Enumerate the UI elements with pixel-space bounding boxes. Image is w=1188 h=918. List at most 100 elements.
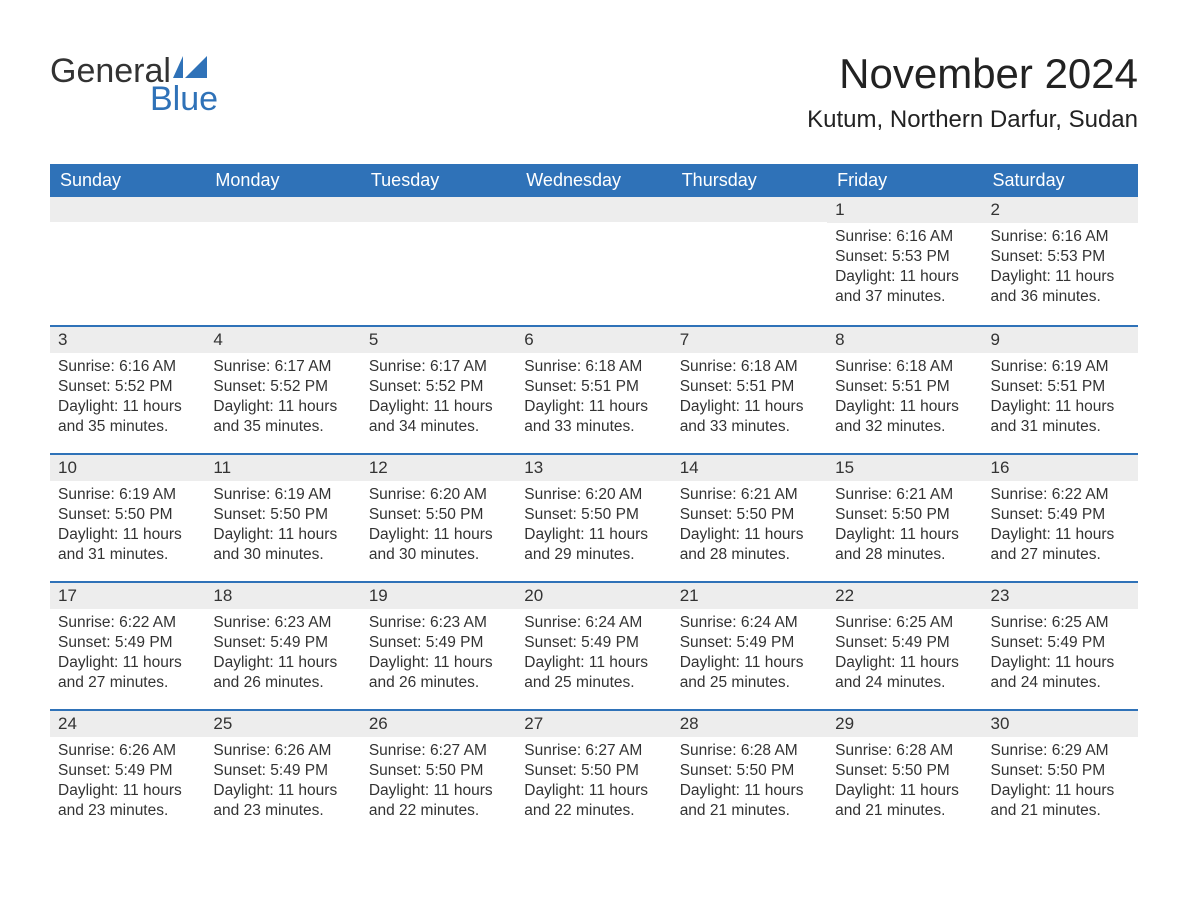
sunset-text: Sunset: 5:49 PM	[680, 633, 819, 653]
day-cell: 29Sunrise: 6:28 AMSunset: 5:50 PMDayligh…	[827, 711, 982, 837]
day-body: Sunrise: 6:24 AMSunset: 5:49 PMDaylight:…	[516, 609, 671, 702]
day-cell: 9Sunrise: 6:19 AMSunset: 5:51 PMDaylight…	[983, 327, 1138, 453]
sunrise-text: Sunrise: 6:19 AM	[213, 485, 352, 505]
daylight-text: Daylight: 11 hours and 25 minutes.	[524, 653, 663, 693]
day-body: Sunrise: 6:16 AMSunset: 5:53 PMDaylight:…	[983, 223, 1138, 316]
sunset-text: Sunset: 5:49 PM	[58, 633, 197, 653]
day-number: 27	[516, 711, 671, 737]
day-number: 5	[361, 327, 516, 353]
day-body: Sunrise: 6:27 AMSunset: 5:50 PMDaylight:…	[361, 737, 516, 830]
sunrise-text: Sunrise: 6:20 AM	[369, 485, 508, 505]
day-cell: 10Sunrise: 6:19 AMSunset: 5:50 PMDayligh…	[50, 455, 205, 581]
daylight-text: Daylight: 11 hours and 37 minutes.	[835, 267, 974, 307]
daylight-text: Daylight: 11 hours and 29 minutes.	[524, 525, 663, 565]
day-body: Sunrise: 6:19 AMSunset: 5:51 PMDaylight:…	[983, 353, 1138, 446]
calendar: SundayMondayTuesdayWednesdayThursdayFrid…	[50, 164, 1138, 837]
sunset-text: Sunset: 5:53 PM	[991, 247, 1130, 267]
day-number: 2	[983, 197, 1138, 223]
day-body: Sunrise: 6:19 AMSunset: 5:50 PMDaylight:…	[50, 481, 205, 574]
day-number: 14	[672, 455, 827, 481]
sunrise-text: Sunrise: 6:28 AM	[680, 741, 819, 761]
day-body: Sunrise: 6:23 AMSunset: 5:49 PMDaylight:…	[361, 609, 516, 702]
daylight-text: Daylight: 11 hours and 30 minutes.	[369, 525, 508, 565]
day-number: 26	[361, 711, 516, 737]
day-body: Sunrise: 6:18 AMSunset: 5:51 PMDaylight:…	[516, 353, 671, 446]
day-cell: 17Sunrise: 6:22 AMSunset: 5:49 PMDayligh…	[50, 583, 205, 709]
sunrise-text: Sunrise: 6:19 AM	[58, 485, 197, 505]
day-number: 4	[205, 327, 360, 353]
week-row: 1Sunrise: 6:16 AMSunset: 5:53 PMDaylight…	[50, 197, 1138, 325]
weekday-header: Tuesday	[361, 164, 516, 197]
day-body: Sunrise: 6:18 AMSunset: 5:51 PMDaylight:…	[672, 353, 827, 446]
sunset-text: Sunset: 5:50 PM	[524, 761, 663, 781]
daylight-text: Daylight: 11 hours and 35 minutes.	[58, 397, 197, 437]
week-row: 24Sunrise: 6:26 AMSunset: 5:49 PMDayligh…	[50, 709, 1138, 837]
day-number: 18	[205, 583, 360, 609]
daylight-text: Daylight: 11 hours and 26 minutes.	[213, 653, 352, 693]
day-number: 15	[827, 455, 982, 481]
day-body: Sunrise: 6:20 AMSunset: 5:50 PMDaylight:…	[516, 481, 671, 574]
sunset-text: Sunset: 5:51 PM	[524, 377, 663, 397]
day-body: Sunrise: 6:22 AMSunset: 5:49 PMDaylight:…	[983, 481, 1138, 574]
day-cell: 24Sunrise: 6:26 AMSunset: 5:49 PMDayligh…	[50, 711, 205, 837]
day-number: 21	[672, 583, 827, 609]
sunrise-text: Sunrise: 6:22 AM	[991, 485, 1130, 505]
day-cell: 19Sunrise: 6:23 AMSunset: 5:49 PMDayligh…	[361, 583, 516, 709]
day-cell	[361, 197, 516, 325]
daylight-text: Daylight: 11 hours and 30 minutes.	[213, 525, 352, 565]
sunset-text: Sunset: 5:50 PM	[369, 505, 508, 525]
day-cell: 22Sunrise: 6:25 AMSunset: 5:49 PMDayligh…	[827, 583, 982, 709]
sunset-text: Sunset: 5:51 PM	[835, 377, 974, 397]
sunrise-text: Sunrise: 6:29 AM	[991, 741, 1130, 761]
daylight-text: Daylight: 11 hours and 26 minutes.	[369, 653, 508, 693]
sunrise-text: Sunrise: 6:16 AM	[835, 227, 974, 247]
day-body: Sunrise: 6:17 AMSunset: 5:52 PMDaylight:…	[361, 353, 516, 446]
sunrise-text: Sunrise: 6:26 AM	[213, 741, 352, 761]
weekday-header: Thursday	[672, 164, 827, 197]
day-number: 6	[516, 327, 671, 353]
day-body: Sunrise: 6:28 AMSunset: 5:50 PMDaylight:…	[672, 737, 827, 830]
day-cell	[205, 197, 360, 325]
day-cell: 5Sunrise: 6:17 AMSunset: 5:52 PMDaylight…	[361, 327, 516, 453]
daylight-text: Daylight: 11 hours and 21 minutes.	[680, 781, 819, 821]
day-body: Sunrise: 6:29 AMSunset: 5:50 PMDaylight:…	[983, 737, 1138, 830]
day-number: 20	[516, 583, 671, 609]
daylight-text: Daylight: 11 hours and 27 minutes.	[991, 525, 1130, 565]
day-cell: 26Sunrise: 6:27 AMSunset: 5:50 PMDayligh…	[361, 711, 516, 837]
sunset-text: Sunset: 5:49 PM	[991, 633, 1130, 653]
day-number: 29	[827, 711, 982, 737]
daylight-text: Daylight: 11 hours and 27 minutes.	[58, 653, 197, 693]
logo: General Blue	[50, 50, 218, 116]
sunset-text: Sunset: 5:49 PM	[213, 761, 352, 781]
daylight-text: Daylight: 11 hours and 33 minutes.	[680, 397, 819, 437]
weekday-header: Friday	[827, 164, 982, 197]
sunset-text: Sunset: 5:50 PM	[835, 505, 974, 525]
sunrise-text: Sunrise: 6:25 AM	[991, 613, 1130, 633]
daylight-text: Daylight: 11 hours and 23 minutes.	[58, 781, 197, 821]
sunset-text: Sunset: 5:49 PM	[213, 633, 352, 653]
week-row: 10Sunrise: 6:19 AMSunset: 5:50 PMDayligh…	[50, 453, 1138, 581]
sunset-text: Sunset: 5:49 PM	[58, 761, 197, 781]
daylight-text: Daylight: 11 hours and 24 minutes.	[991, 653, 1130, 693]
weekday-header: Sunday	[50, 164, 205, 197]
sunset-text: Sunset: 5:49 PM	[524, 633, 663, 653]
day-body: Sunrise: 6:21 AMSunset: 5:50 PMDaylight:…	[672, 481, 827, 574]
day-body: Sunrise: 6:20 AMSunset: 5:50 PMDaylight:…	[361, 481, 516, 574]
day-cell: 3Sunrise: 6:16 AMSunset: 5:52 PMDaylight…	[50, 327, 205, 453]
sunset-text: Sunset: 5:50 PM	[524, 505, 663, 525]
daylight-text: Daylight: 11 hours and 31 minutes.	[58, 525, 197, 565]
day-number: 22	[827, 583, 982, 609]
day-number	[50, 197, 205, 222]
day-number	[672, 197, 827, 222]
day-number: 19	[361, 583, 516, 609]
sunrise-text: Sunrise: 6:18 AM	[680, 357, 819, 377]
day-cell: 11Sunrise: 6:19 AMSunset: 5:50 PMDayligh…	[205, 455, 360, 581]
day-number: 24	[50, 711, 205, 737]
header: General Blue November 2024 Kutum, Northe…	[50, 50, 1138, 134]
sunset-text: Sunset: 5:50 PM	[680, 761, 819, 781]
day-body: Sunrise: 6:28 AMSunset: 5:50 PMDaylight:…	[827, 737, 982, 830]
weekday-header-row: SundayMondayTuesdayWednesdayThursdayFrid…	[50, 164, 1138, 197]
day-number: 23	[983, 583, 1138, 609]
sunrise-text: Sunrise: 6:27 AM	[524, 741, 663, 761]
week-row: 3Sunrise: 6:16 AMSunset: 5:52 PMDaylight…	[50, 325, 1138, 453]
